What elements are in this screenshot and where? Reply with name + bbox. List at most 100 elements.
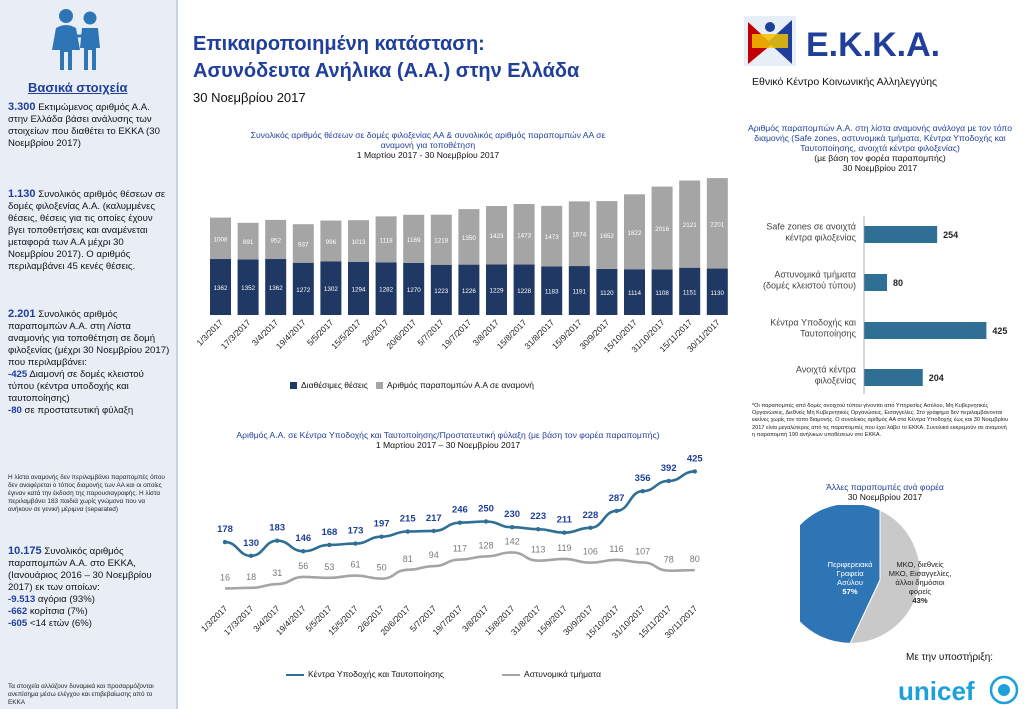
hbar-category-label: Κέντρα Υποδοχής και Ταυτοποίησης: [770, 318, 856, 339]
data-label-reception: 130: [243, 538, 259, 549]
bar-available-places: [375, 262, 397, 315]
data-label-available: 1272: [296, 287, 311, 294]
stacked-chart-title: Συνολικός αριθμός θέσεων σε δομές φιλοξε…: [250, 130, 606, 160]
data-label-waiting: 2016: [655, 226, 670, 233]
bar-available-places: [541, 266, 563, 315]
data-label-available: 1191: [573, 289, 587, 296]
bar-available-places: [596, 268, 618, 315]
x-tick-label: 15/5/2017: [329, 317, 363, 351]
data-label-reception: 217: [426, 513, 442, 524]
data-label-available: 1183: [545, 289, 559, 296]
bar-waiting-referrals: [541, 205, 563, 267]
bar-waiting-referrals: [265, 219, 287, 260]
point-reception-centres: [431, 528, 436, 534]
data-label-waiting: 1218: [434, 238, 449, 245]
bar-available-places: [679, 267, 701, 315]
data-label-available: 1120: [600, 290, 614, 297]
data-disclaimer: Τα στοιχεία αλλάζουν δυναμικά και προσαρ…: [8, 683, 154, 706]
fact-total-referrals: 10.175 Συνολικός αριθμός παραπομπών Α.Α.…: [8, 545, 152, 629]
bar-available-places: [210, 259, 231, 315]
data-label-waiting: 1473: [517, 232, 532, 239]
bar-available-places: [403, 262, 425, 315]
unicef-logo: unicef: [898, 675, 1019, 706]
bar-available-places: [348, 261, 369, 315]
hbar: [864, 226, 938, 243]
data-label-available: 1302: [324, 286, 339, 293]
hbar-value-label: 204: [929, 373, 944, 383]
bar-available-places: [430, 264, 452, 315]
fact-estimated-total: 3.300 Εκτιμώμενος αριθμός Α.Α. στην Ελλά…: [8, 101, 160, 149]
fact-shelter-places: 1.130 Συνολικός αριθμός θέσεων σε δομές …: [8, 188, 166, 272]
data-label-waiting: 996: [326, 239, 337, 246]
pie-chart: Περιφερειακά Γραφεία Ασύλου 57% ΜΚΟ, διεθνεί…: [800, 505, 952, 644]
legend-available-places: Διαθέσιμες θέσεις: [290, 380, 368, 390]
x-tick-label: 17/3/2017: [219, 317, 253, 351]
line-police-stations: [224, 551, 695, 590]
bar-waiting-referrals: [348, 220, 369, 262]
hbar-value-label: 80: [893, 278, 903, 288]
data-label-waiting: 1822: [627, 230, 642, 237]
point-reception-centres: [562, 530, 567, 535]
data-label-waiting: 2121: [683, 222, 698, 229]
stacked-chart-legend: Διαθέσιμες θέσεις Αριθμός παραπομπών Α.Α…: [290, 380, 534, 390]
page-title-line2: Ασυνόδευτα Ανήλικα (Α.Α.) στην Ελλάδα: [193, 60, 580, 82]
data-label-reception: 425: [687, 453, 704, 464]
data-label-police: 53: [324, 562, 334, 572]
data-label-reception: 287: [609, 493, 625, 504]
data-label-waiting: 1652: [600, 233, 615, 240]
data-label-available: 1114: [628, 290, 642, 297]
data-label-available: 1226: [462, 288, 477, 295]
page-date: 30 Νοεμβρίου 2017: [193, 90, 306, 105]
page-title-line1: Επικαιροποιημένη κατάσταση:: [193, 33, 485, 55]
data-label-police: 106: [583, 547, 598, 557]
bar-waiting-referrals: [458, 209, 480, 265]
data-label-reception: 173: [348, 526, 364, 537]
data-label-available: 1229: [489, 288, 504, 295]
data-label-available: 1228: [517, 288, 532, 295]
data-label-waiting: 1013: [351, 239, 366, 246]
bar-waiting-referrals: [706, 178, 728, 269]
data-label-available: 1362: [213, 285, 228, 292]
stacked-bar-chart: 136210081/3/2017135289117/3/201713629523…: [194, 178, 728, 354]
hbar: [864, 274, 888, 291]
pie-chart-title: Άλλες παραπομπές ανά φορέα 30 Νοεμβρίου …: [826, 482, 944, 502]
data-label-police: 16: [220, 572, 230, 582]
bar-available-places: [624, 269, 645, 315]
data-label-waiting: 1423: [489, 233, 504, 240]
x-tick-label: 19/7/2017: [439, 317, 473, 351]
point-reception-centres: [483, 519, 489, 524]
data-label-available: 1352: [241, 285, 256, 292]
data-label-available: 1223: [434, 288, 449, 295]
data-label-waiting: 1574: [572, 232, 587, 239]
ekka-logo-text: Ε.Κ.Κ.Α.: [806, 26, 940, 64]
bar-available-places: [568, 266, 590, 315]
bar-available-places: [486, 264, 507, 315]
data-label-waiting: 937: [298, 241, 309, 248]
data-label-reception: 356: [635, 473, 651, 484]
data-label-police: 107: [635, 546, 650, 556]
data-label-reception: 228: [582, 510, 598, 521]
point-reception-centres: [588, 525, 593, 530]
legend-waiting-referrals: Αριθμός παραπομπών Α.Α σε αναμονή: [375, 380, 534, 390]
hbar-category-label: Αστυνομικά τμήματα (δομές κλειστού τύπου): [763, 270, 856, 291]
x-tick-label: 19/4/2017: [274, 317, 308, 351]
data-label-police: 78: [664, 555, 674, 565]
data-label-waiting: 1169: [407, 237, 421, 244]
data-label-reception: 223: [530, 511, 546, 522]
line-chart-legend: Κέντρα Υποδοχής και Ταυτοποίησης Αστυνομ…: [286, 669, 601, 679]
point-reception-centres: [353, 541, 358, 546]
ekka-subtitle: Εθνικό Κέντρο Κοινωνικής Αλληλεγγύης: [752, 76, 938, 88]
bar-waiting-referrals: [486, 206, 507, 265]
data-label-police: 56: [298, 561, 308, 571]
data-label-reception: 168: [321, 527, 337, 538]
hbar: [864, 322, 987, 339]
data-label-police: 61: [350, 560, 360, 570]
point-reception-centres: [614, 508, 619, 514]
bar-waiting-referrals: [568, 201, 590, 267]
bar-available-places: [513, 264, 535, 315]
pie-slice-label: ΜΚΟ, διεθνείς ΜΚΟ, Εισαγγελίες, άλλοι δημό…: [889, 560, 952, 605]
bar-waiting-referrals: [624, 194, 645, 270]
data-label-police: 119: [557, 543, 571, 553]
point-reception-centres: [379, 534, 384, 539]
hbar-chart-title: Αριθμός παραπομπών Α.Α. στη λίστα αναμον…: [747, 123, 1013, 173]
